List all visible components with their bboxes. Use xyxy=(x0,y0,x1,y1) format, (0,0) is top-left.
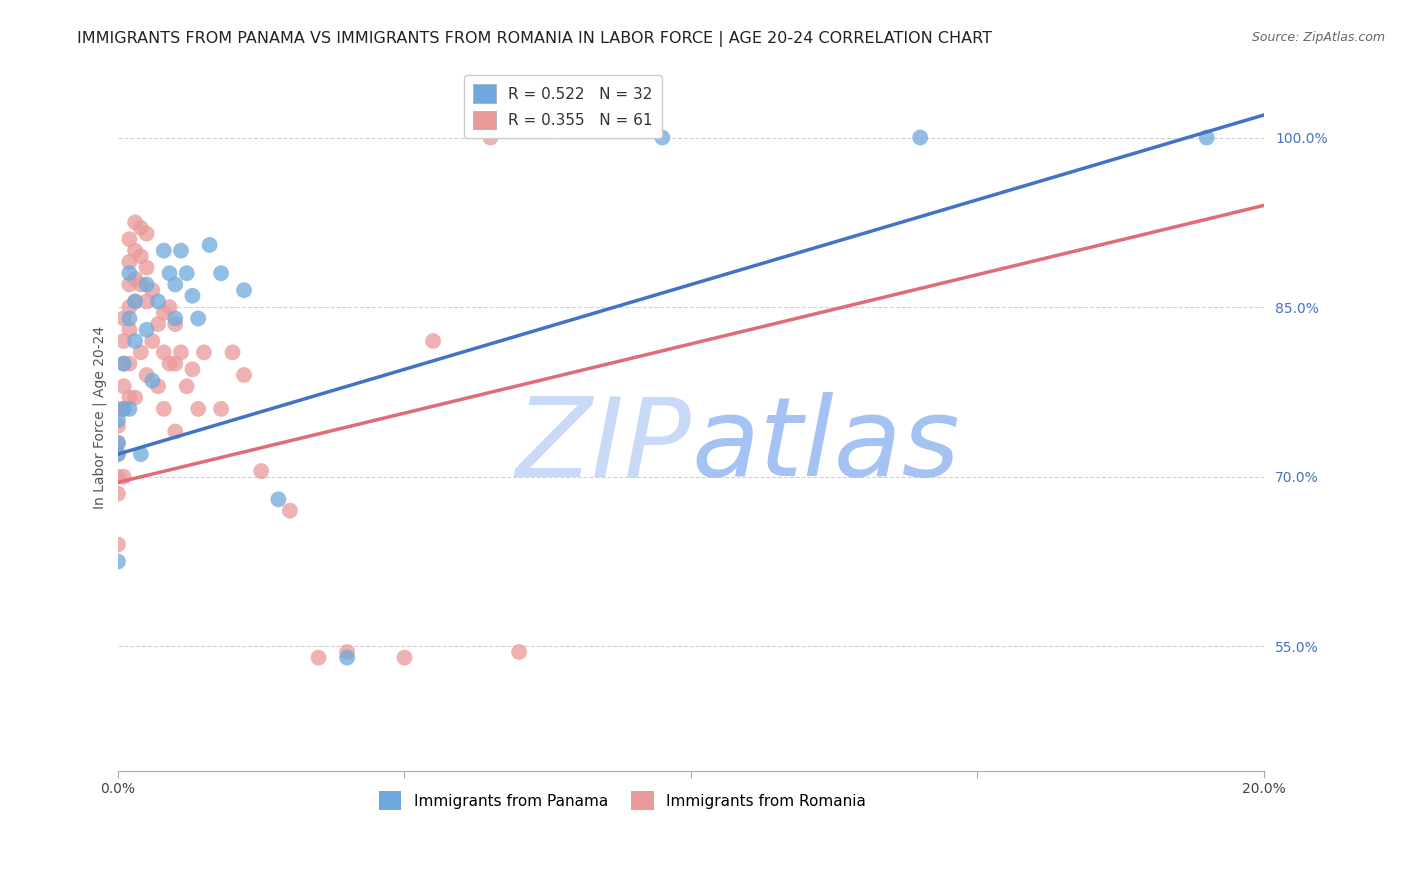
Point xyxy=(112,379,135,393)
Point xyxy=(118,357,141,371)
Point xyxy=(118,266,141,280)
Point xyxy=(124,215,146,229)
Point xyxy=(159,300,181,314)
Point xyxy=(308,650,330,665)
Point xyxy=(129,345,152,359)
Point xyxy=(124,391,146,405)
Point xyxy=(118,323,141,337)
Point xyxy=(112,357,135,371)
Point xyxy=(165,357,187,371)
Point xyxy=(651,130,673,145)
Point xyxy=(124,294,146,309)
Point xyxy=(124,272,146,286)
Point xyxy=(394,650,416,665)
Point xyxy=(176,379,198,393)
Point xyxy=(422,334,444,348)
Point xyxy=(233,368,256,382)
Point xyxy=(159,357,181,371)
Point xyxy=(107,555,129,569)
Point xyxy=(135,227,157,241)
Y-axis label: In Labor Force | Age 20-24: In Labor Force | Age 20-24 xyxy=(93,326,107,509)
Point xyxy=(107,418,129,433)
Point xyxy=(118,300,141,314)
Point xyxy=(135,260,157,275)
Point xyxy=(198,238,221,252)
Point xyxy=(193,345,215,359)
Point xyxy=(112,311,135,326)
Point xyxy=(233,283,256,297)
Point xyxy=(107,486,129,500)
Point xyxy=(181,362,204,376)
Point xyxy=(1195,130,1218,145)
Point xyxy=(165,425,187,439)
Point xyxy=(170,244,193,258)
Point xyxy=(129,277,152,292)
Point xyxy=(209,266,232,280)
Point xyxy=(129,249,152,263)
Point xyxy=(250,464,273,478)
Text: Source: ZipAtlas.com: Source: ZipAtlas.com xyxy=(1251,31,1385,45)
Point xyxy=(118,232,141,246)
Point xyxy=(107,435,129,450)
Point xyxy=(141,283,163,297)
Point xyxy=(479,130,502,145)
Point xyxy=(107,537,129,551)
Point xyxy=(118,391,141,405)
Point xyxy=(118,277,141,292)
Point xyxy=(165,311,187,326)
Point xyxy=(336,645,359,659)
Point xyxy=(112,401,135,416)
Point xyxy=(152,244,174,258)
Point xyxy=(278,503,301,517)
Point xyxy=(112,469,135,483)
Point xyxy=(135,368,157,382)
Point xyxy=(135,294,157,309)
Point xyxy=(165,317,187,331)
Point xyxy=(129,447,152,461)
Point xyxy=(135,323,157,337)
Point xyxy=(107,447,129,461)
Point xyxy=(107,413,129,427)
Point xyxy=(146,317,169,331)
Point xyxy=(165,277,187,292)
Point xyxy=(152,306,174,320)
Point xyxy=(118,311,141,326)
Point xyxy=(124,244,146,258)
Point xyxy=(187,401,209,416)
Point xyxy=(187,311,209,326)
Text: IMMIGRANTS FROM PANAMA VS IMMIGRANTS FROM ROMANIA IN LABOR FORCE | AGE 20-24 COR: IMMIGRANTS FROM PANAMA VS IMMIGRANTS FRO… xyxy=(77,31,993,47)
Point xyxy=(159,266,181,280)
Point xyxy=(129,221,152,235)
Point xyxy=(107,469,129,483)
Point xyxy=(124,294,146,309)
Point xyxy=(141,334,163,348)
Point xyxy=(135,277,157,292)
Point xyxy=(267,492,290,507)
Text: atlas: atlas xyxy=(690,392,959,500)
Point xyxy=(141,374,163,388)
Point xyxy=(908,130,931,145)
Point xyxy=(209,401,232,416)
Point xyxy=(112,401,135,416)
Legend: Immigrants from Panama, Immigrants from Romania: Immigrants from Panama, Immigrants from … xyxy=(373,785,872,816)
Point xyxy=(176,266,198,280)
Point xyxy=(107,435,129,450)
Point xyxy=(170,345,193,359)
Point xyxy=(152,401,174,416)
Point xyxy=(146,379,169,393)
Point xyxy=(181,289,204,303)
Point xyxy=(107,401,129,416)
Point xyxy=(146,294,169,309)
Text: ZIP: ZIP xyxy=(515,392,690,500)
Point xyxy=(152,345,174,359)
Point xyxy=(112,334,135,348)
Point xyxy=(336,650,359,665)
Point xyxy=(118,401,141,416)
Point xyxy=(107,447,129,461)
Point xyxy=(124,334,146,348)
Point xyxy=(118,255,141,269)
Point xyxy=(112,357,135,371)
Point xyxy=(508,645,530,659)
Point xyxy=(221,345,243,359)
